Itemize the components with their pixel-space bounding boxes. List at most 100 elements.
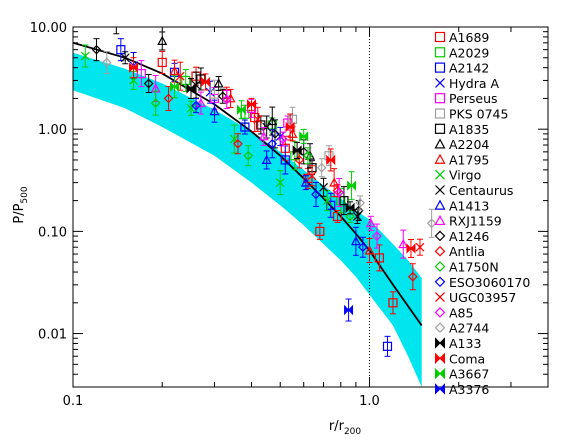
legend-marker-a3376 — [435, 383, 445, 395]
data-point-a1246 — [91, 44, 102, 55]
legend-marker-rxj1159 — [434, 214, 446, 226]
data-point-a133-right — [190, 83, 196, 94]
data-point-coma-left — [201, 76, 207, 88]
scatter-band-area — [73, 52, 422, 387]
data-point-a2142 — [116, 45, 126, 55]
data-point-virgo — [80, 51, 90, 61]
legend-marker-a1689-shape — [434, 31, 446, 43]
y-axis-label-main: P/P — [12, 203, 27, 223]
data-point-pks-0745-shape — [287, 114, 298, 124]
data-point-a133 — [186, 83, 196, 94]
legend-label-a2029: A2029 — [449, 45, 489, 60]
data-point-virgo — [322, 196, 332, 206]
data-point-a133-left — [186, 83, 192, 94]
data-point-a2142 — [240, 122, 250, 132]
data-point-eso3060170-shape — [311, 189, 321, 200]
x-axis-label-main: r/r — [329, 419, 345, 434]
data-point-a2204-shape — [213, 78, 224, 88]
legend-marker-perseus — [434, 93, 446, 104]
legend-marker-a2029 — [434, 47, 446, 58]
data-point-a1246 — [353, 205, 364, 216]
data-point-a2142 — [280, 155, 290, 165]
legend-marker-pks-0745-shape — [434, 108, 446, 119]
data-point-a1246 — [143, 78, 154, 89]
data-point-a3667 — [299, 131, 309, 142]
data-point-a1795 — [169, 65, 180, 76]
series-a3376 — [344, 298, 354, 322]
data-point-eso3060170 — [311, 189, 321, 200]
data-point-coma-right — [250, 99, 257, 110]
data-point-a1689-shape — [388, 298, 398, 308]
data-point-a133-left — [345, 202, 351, 214]
data-point-a2744-shape — [316, 162, 327, 173]
legend-label-hydra-a: Hydra A — [449, 76, 500, 91]
data-point-a1689 — [332, 211, 343, 222]
data-point-a1835-shape — [339, 196, 349, 206]
data-point-virgo — [275, 178, 285, 188]
legend-label-a3667: A3667 — [449, 367, 489, 382]
legend-marker-virgo — [435, 169, 445, 180]
data-point-a1750n — [345, 211, 355, 222]
data-point-a1750n — [243, 150, 254, 161]
data-point-a2744 — [426, 218, 437, 229]
legend-marker-a1835-shape — [434, 123, 446, 134]
data-point-a133 — [292, 145, 302, 156]
data-point-a1750n-shape — [345, 211, 355, 222]
data-point-a1835-shape — [196, 74, 206, 84]
legend-marker-hydra-a — [435, 77, 445, 88]
legend-marker-a2204 — [434, 138, 446, 149]
data-point-eso3060170-shape — [191, 100, 201, 111]
data-point-a1795-shape — [169, 65, 180, 76]
data-point-a85-shape — [277, 134, 288, 144]
series-a2744 — [101, 50, 437, 238]
data-point-coma-left — [326, 154, 332, 166]
data-point-a85 — [221, 94, 232, 105]
legend-label-a2204: A2204 — [449, 137, 489, 152]
data-point-a1750n-shape — [303, 150, 313, 161]
data-point-perseus — [136, 68, 146, 79]
data-point-a1750n-shape — [150, 98, 161, 108]
data-point-a1413-shape — [350, 236, 361, 246]
data-point-a3667-right — [303, 131, 309, 142]
data-point-ugc03957-stroke-b — [175, 71, 185, 81]
x-axis-label-sub: 200 — [344, 427, 361, 437]
data-point-rxj1159-shape — [195, 97, 206, 108]
data-point-a2142-shape — [382, 341, 393, 351]
legend-label-a1413: A1413 — [449, 198, 489, 213]
data-point-a3667-right — [173, 81, 180, 92]
legend-label-a85: A85 — [449, 305, 473, 320]
data-point-a2744 — [316, 162, 327, 173]
data-point-a1795 — [364, 245, 375, 255]
data-point-a1413-shape — [261, 154, 272, 164]
data-point-centaurus — [120, 53, 130, 63]
data-point-coma — [201, 76, 211, 88]
data-point-a2204 — [157, 35, 168, 45]
data-point-a85-shape — [221, 94, 232, 105]
data-point-coma-left — [247, 99, 253, 110]
data-point-antlia — [233, 138, 243, 149]
data-point-rxj1159-shape — [398, 238, 409, 249]
x-tick-label: 0.1 — [63, 394, 84, 409]
y-axis-label: P/P500 — [12, 186, 30, 224]
data-point-eso3060170 — [191, 100, 201, 111]
data-point-virgo — [229, 134, 239, 144]
legend-marker-pks-0745 — [434, 108, 446, 119]
data-point-a1413 — [209, 105, 220, 116]
data-point-virgo-stroke-b — [229, 134, 239, 144]
legend-label-a3376: A3376 — [449, 382, 489, 397]
legend-marker-a133-left — [435, 337, 441, 349]
data-points — [80, 27, 437, 357]
legend-marker-a1246 — [434, 230, 446, 242]
data-point-eso3060170 — [358, 242, 368, 253]
data-point-virgo — [186, 103, 196, 113]
data-point-rxj1159-shape — [365, 218, 376, 228]
legend-marker-a1413 — [434, 199, 446, 210]
legend-marker-a3667-right — [439, 367, 445, 380]
legend-marker-a1835 — [434, 123, 446, 134]
data-point-a1689-shape — [374, 253, 385, 263]
legend-marker-antlia — [434, 245, 446, 257]
legend-label-a1689: A1689 — [449, 30, 489, 45]
data-point-a2142 — [382, 341, 393, 351]
data-point-rxj1159-shape — [258, 131, 269, 141]
legend-marker-a1750n-shape — [434, 261, 446, 272]
